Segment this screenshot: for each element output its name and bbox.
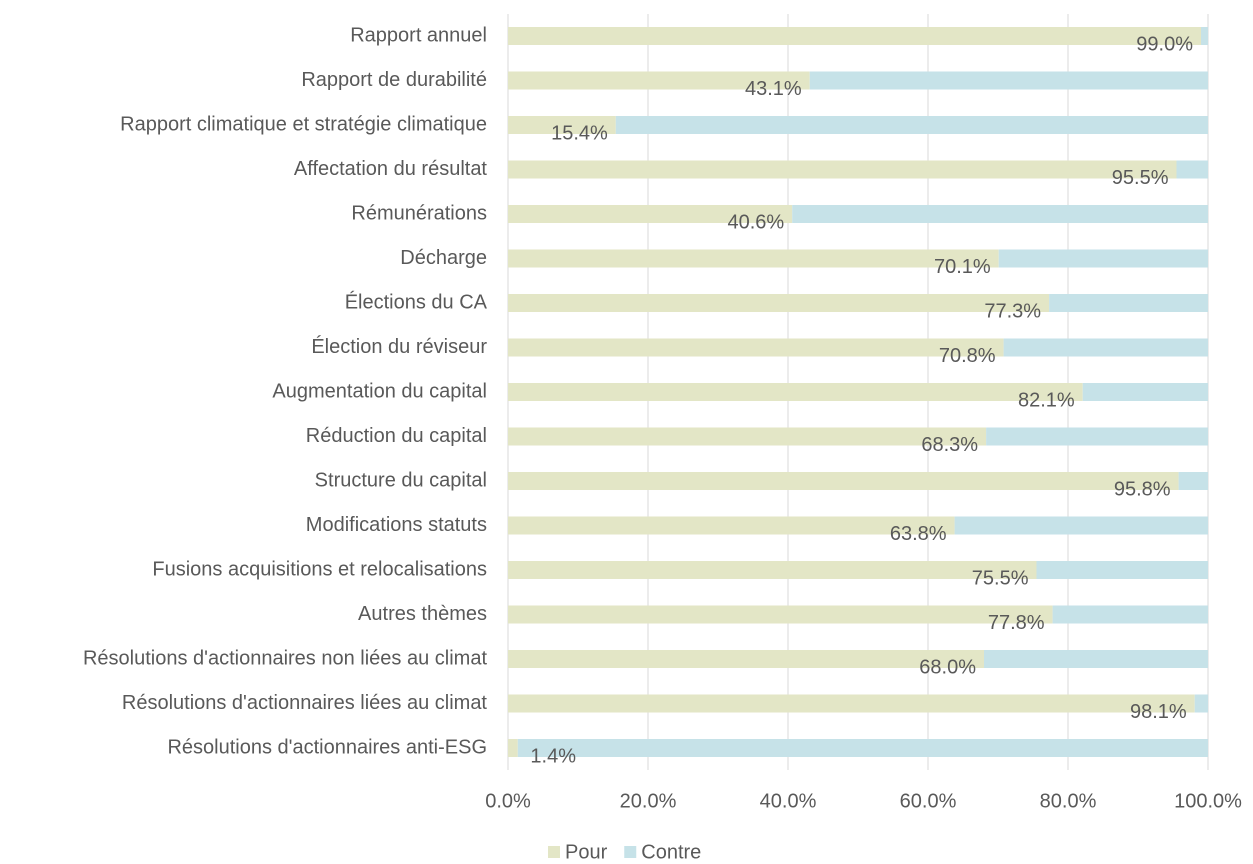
y-tick-label: Augmentation du capital (272, 380, 487, 402)
x-tick-label: 40.0% (760, 790, 817, 812)
y-tick-label: Rapport de durabilité (301, 69, 487, 91)
bar-segment (1049, 294, 1208, 312)
data-label: 15.4% (551, 122, 608, 144)
data-label: 98.1% (1130, 701, 1187, 723)
legend-swatch (624, 846, 637, 858)
data-label: 95.8% (1114, 478, 1171, 500)
bar-segment (1052, 605, 1208, 624)
bar-segment (1003, 338, 1208, 357)
data-label: 99.0% (1136, 33, 1193, 55)
data-label: 68.0% (919, 656, 976, 678)
x-tick-label: 60.0% (900, 790, 957, 812)
bar-segment (1178, 472, 1208, 490)
y-tick-label: Affectation du résultat (294, 158, 488, 180)
bar-segment (954, 516, 1208, 535)
bar-segment (508, 561, 1037, 579)
data-label: 63.8% (890, 523, 947, 545)
y-tick-label: Résolutions d'actionnaires liées au clim… (122, 692, 488, 714)
data-label: 70.8% (939, 345, 996, 367)
y-tick-label: Réduction du capital (306, 425, 487, 447)
y-tick-label: Autres thèmes (358, 603, 487, 625)
x-tick-label: 0.0% (485, 790, 531, 812)
y-tick-label: Rapport annuel (350, 24, 487, 46)
data-label: 70.1% (934, 256, 991, 278)
data-label: 40.6% (727, 211, 784, 233)
y-tick-label: Structure du capital (315, 469, 487, 491)
y-tick-label: Décharge (400, 247, 487, 269)
bar-segment (508, 27, 1201, 45)
bar-segment (508, 516, 955, 535)
x-tick-label: 100.0% (1174, 790, 1242, 812)
bar-segment (809, 71, 1208, 90)
bar-segment (508, 116, 616, 134)
bar-segment (508, 71, 810, 90)
bar-segment (508, 205, 793, 223)
x-tick-label: 20.0% (620, 790, 677, 812)
y-tick-label: Modifications statuts (306, 514, 487, 536)
bar-segment (508, 694, 1195, 713)
legend-swatch (548, 846, 560, 858)
data-label: 77.3% (984, 300, 1041, 322)
bar-segment (508, 383, 1083, 401)
x-tick-label: 80.0% (1040, 790, 1097, 812)
bar-segment (508, 294, 1050, 312)
bar-segment (508, 739, 518, 757)
y-tick-label: Résolutions d'actionnaires non liées au … (83, 647, 487, 669)
bar-segment (508, 427, 987, 446)
bar-segment (508, 605, 1053, 624)
data-label: 68.3% (921, 434, 978, 456)
data-label: 82.1% (1018, 389, 1075, 411)
bar-segment (1036, 561, 1208, 579)
legend-label: Pour (565, 841, 608, 863)
y-tick-label: Résolutions d'actionnaires anti-ESG (167, 736, 487, 758)
bar-segment (508, 249, 999, 268)
bar-segment (508, 472, 1179, 490)
bar-segment (615, 116, 1208, 134)
bar-segment (998, 249, 1208, 268)
bar-segment (508, 338, 1004, 357)
data-label: 75.5% (972, 567, 1029, 589)
bar-segment (986, 427, 1208, 446)
y-tick-label: Élections du CA (345, 290, 488, 313)
bar-segment (1176, 160, 1208, 179)
bar-segment (508, 650, 984, 668)
bar-segment (792, 205, 1208, 223)
bar-segment (984, 650, 1208, 668)
y-tick-label: Rémunérations (351, 202, 487, 224)
bar-segment (1201, 27, 1208, 45)
bar-segment (1082, 383, 1208, 401)
y-tick-label: Fusions acquisitions et relocalisations (152, 558, 487, 580)
bar-segment (1194, 694, 1208, 713)
data-label: 1.4% (530, 745, 576, 767)
data-label: 43.1% (745, 78, 802, 100)
legend-label: Contre (641, 841, 701, 863)
data-label: 95.5% (1112, 167, 1169, 189)
y-tick-label: Élection du réviseur (311, 335, 487, 358)
y-tick-label: Rapport climatique et stratégie climatiq… (120, 113, 487, 135)
data-label: 77.8% (988, 612, 1045, 634)
bar-segment (508, 160, 1177, 179)
bar-segment (517, 739, 1208, 757)
